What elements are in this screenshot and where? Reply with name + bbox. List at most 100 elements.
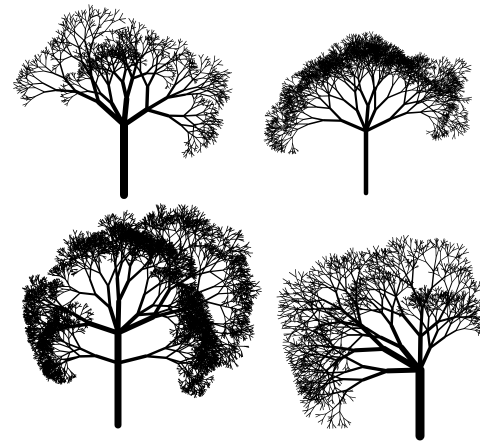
tree-branch	[37, 53, 41, 58]
tree-branch	[49, 44, 53, 50]
tree-branch	[19, 85, 24, 89]
tree-branch	[208, 62, 211, 66]
tree-branch	[111, 44, 115, 48]
tree-branch	[54, 49, 59, 51]
tree-branch	[43, 89, 58, 93]
tree-branch	[122, 36, 124, 42]
tree-branch	[23, 68, 27, 74]
tree-branch	[213, 55, 216, 63]
tree-branch	[156, 37, 160, 40]
tree-branch	[183, 151, 186, 156]
tree-branch	[119, 12, 124, 20]
tree-branch	[135, 39, 141, 42]
tree-branch	[16, 79, 23, 82]
tree-branch	[190, 152, 193, 158]
tree-branch	[69, 28, 77, 34]
tree-branch	[103, 15, 109, 22]
tree-branch	[117, 57, 128, 66]
tree-branch	[157, 59, 163, 65]
tree-branch	[213, 107, 218, 110]
tree-branch	[156, 52, 159, 57]
tree-branch	[123, 46, 126, 51]
tree-branch	[81, 78, 87, 81]
tree-branch	[121, 26, 127, 29]
tree-branch	[53, 43, 56, 48]
tree-branch	[54, 47, 59, 51]
tree-branch	[193, 123, 203, 126]
tree-branch	[62, 27, 66, 32]
tree-branch	[74, 17, 78, 23]
tree-branch	[179, 123, 189, 133]
tree-branch	[200, 54, 204, 59]
tree-branch	[158, 49, 160, 54]
tree-branch	[17, 76, 23, 82]
tree-branch	[420, 79, 422, 85]
tree-branch	[95, 76, 99, 85]
tree-branch	[77, 80, 81, 83]
tree-branch	[67, 44, 72, 47]
tree-branch	[120, 80, 129, 101]
tree-branch	[21, 83, 28, 89]
tree-branch	[346, 74, 351, 76]
tree-branch	[175, 66, 179, 77]
tree-branch	[27, 63, 30, 71]
tree-branch	[74, 19, 80, 23]
tree-branch	[37, 66, 45, 72]
tree-branch	[15, 87, 22, 91]
tree-branch	[289, 147, 293, 152]
tree-branch	[169, 83, 172, 87]
tree-branch	[130, 50, 134, 54]
tree-branch	[102, 57, 107, 60]
tree-branch	[151, 32, 157, 35]
tree-branch	[60, 91, 64, 93]
tree-branch	[166, 80, 168, 87]
tree-branch	[52, 65, 56, 69]
tree-branch	[166, 67, 171, 71]
tree-branch	[66, 92, 73, 94]
tree-branch	[64, 50, 73, 57]
tree-branch	[81, 14, 83, 22]
tree-branch	[29, 66, 34, 70]
tree-branch	[91, 14, 98, 17]
tree-branch	[166, 67, 169, 72]
tree-branch	[19, 71, 24, 75]
tree-branch	[53, 40, 58, 45]
tree-branch	[439, 124, 443, 128]
tree-branch	[213, 58, 220, 63]
tree-branch	[30, 71, 37, 74]
tree-branch	[151, 43, 157, 45]
tree-branch	[131, 40, 137, 44]
tree-branch	[118, 29, 121, 34]
tree-branch	[188, 150, 190, 155]
tree-branch	[286, 116, 290, 118]
tree-branch	[160, 38, 164, 42]
tree-branch	[224, 72, 233, 75]
tree-branch	[85, 21, 89, 30]
tree-branch	[78, 65, 81, 67]
tree-branch	[20, 68, 24, 73]
tree-branch	[223, 80, 229, 82]
tree-branch	[106, 39, 110, 43]
tree-branch	[124, 29, 127, 33]
tree-branch	[51, 49, 55, 57]
tree-branch	[40, 51, 45, 54]
tree-branch	[169, 83, 174, 86]
tree-branch	[43, 70, 54, 74]
tree-branch	[78, 21, 84, 24]
tree-branch	[82, 9, 86, 15]
tree-branch	[194, 140, 197, 146]
tree-branch	[143, 63, 148, 65]
tree-branch	[142, 39, 146, 45]
tree-branch	[64, 44, 68, 50]
tree-branch	[24, 98, 32, 100]
tree-branch	[437, 105, 443, 110]
tree-branch	[36, 58, 41, 63]
tree-branch	[58, 41, 62, 48]
tree-branch	[102, 60, 106, 62]
tree-branch	[24, 83, 34, 86]
tree-branch	[151, 59, 155, 68]
tree-branch	[366, 88, 376, 108]
tree-branch	[131, 35, 136, 42]
tree-branch	[177, 39, 180, 44]
